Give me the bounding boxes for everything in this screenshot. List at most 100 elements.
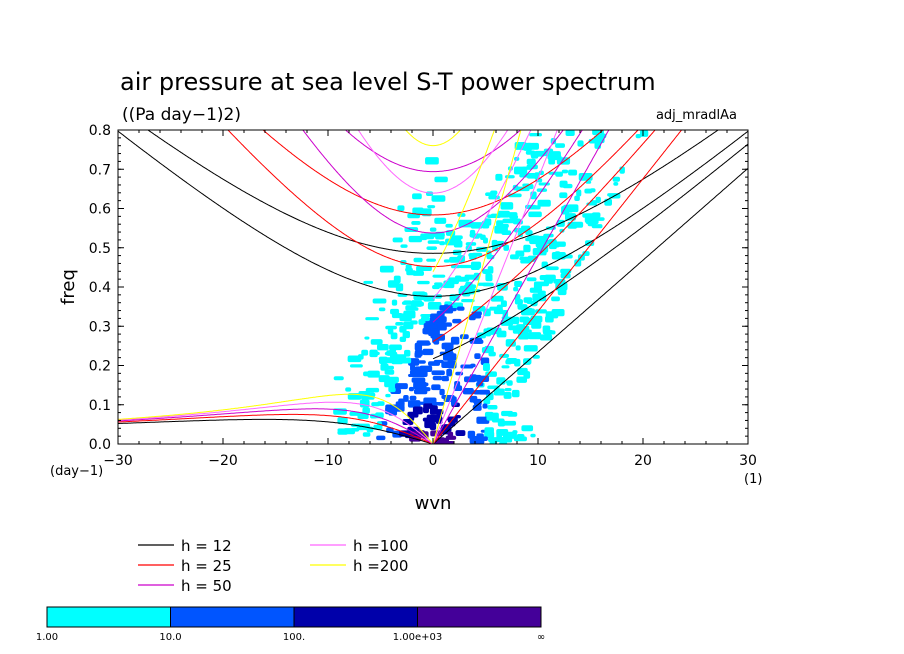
spectrum-cell xyxy=(504,175,515,179)
spectrum-cell xyxy=(512,430,518,434)
spectrum-cell xyxy=(399,326,407,333)
spectrum-cell xyxy=(419,365,433,372)
legend-label: h = 25 xyxy=(181,557,232,575)
spectrum-cell xyxy=(371,402,380,407)
spectrum-cell xyxy=(478,389,491,395)
spectrum-cell xyxy=(506,212,518,218)
spectrum-cell xyxy=(406,270,416,276)
spectrum-cell xyxy=(490,295,504,302)
spectrum-cell xyxy=(429,406,436,415)
spectrum-cell xyxy=(517,304,528,308)
spectrum-cell xyxy=(445,223,453,228)
spectrum-cell xyxy=(565,130,575,137)
spectrum-cell xyxy=(434,217,447,224)
spectrum-cell xyxy=(395,322,404,326)
spectrum-cell xyxy=(526,277,537,282)
spectrum-cell xyxy=(357,354,364,360)
spectrum-cell xyxy=(425,191,434,197)
spectrum-cell xyxy=(555,143,566,148)
dispersion-curve xyxy=(97,0,768,59)
spectrum-cell xyxy=(484,431,495,438)
spectrum-cell xyxy=(385,325,397,330)
spectrum-cell xyxy=(481,220,490,229)
spectrum-cell xyxy=(477,282,490,286)
legend-label: h = 50 xyxy=(181,577,232,595)
y-tick-label: 0.3 xyxy=(89,319,111,335)
spectrum-cell xyxy=(359,399,370,408)
spectrum-cell xyxy=(523,142,533,151)
x-tick-label: −30 xyxy=(103,453,133,469)
spectrum-cell xyxy=(391,299,398,306)
spectrum-cell xyxy=(496,377,506,385)
x-tick-label: −10 xyxy=(313,453,343,469)
spectrum-cell xyxy=(555,282,568,291)
dispersion-curve xyxy=(227,130,639,268)
spectrum-cell xyxy=(411,300,423,307)
spectrum-cell xyxy=(456,276,470,282)
spectrum-cell xyxy=(595,196,601,203)
spectrum-cell xyxy=(485,371,497,377)
spectrum-cell xyxy=(516,433,525,441)
spectrum-cell xyxy=(390,308,400,315)
spectrum-cell xyxy=(423,329,432,335)
spectrum-cell xyxy=(390,332,398,340)
spectrum-cell xyxy=(425,157,439,165)
spectrum-cell xyxy=(400,244,408,248)
spectrum-cell xyxy=(402,331,410,339)
spectrum-cell xyxy=(440,426,451,435)
spectrum-cell xyxy=(532,248,547,256)
spectrum-cell xyxy=(561,169,569,174)
spectrum-cell xyxy=(639,130,649,137)
spectrum-cell xyxy=(333,376,344,381)
spectrum-cell xyxy=(495,173,503,181)
spectrum-cell xyxy=(486,412,499,421)
dispersion-curve xyxy=(344,130,522,173)
spectrum-cell xyxy=(523,297,533,303)
spectrum-cell xyxy=(508,325,522,331)
spectrum-cell xyxy=(422,387,431,392)
spectrum-cell xyxy=(395,401,405,409)
spectrum-cell xyxy=(427,240,440,244)
dispersion-curve xyxy=(302,130,564,234)
spectrum-cell xyxy=(499,437,513,443)
colorbar-label: ∞ xyxy=(537,632,545,643)
spectrum-cell xyxy=(487,404,498,410)
spectrum-cell xyxy=(503,244,510,251)
spectrum-cell xyxy=(427,205,436,209)
spectrum-cell xyxy=(551,309,565,317)
spectrum-cell xyxy=(456,306,465,311)
spectrum-cell xyxy=(376,343,389,351)
spectrum-cell xyxy=(505,380,513,384)
spectrum-cell xyxy=(468,253,478,257)
spectrum-cell xyxy=(409,395,417,401)
spectrum-cell xyxy=(515,345,521,351)
spectrum-cell xyxy=(393,358,405,363)
spectrum-cell xyxy=(513,166,528,175)
dispersion-curve xyxy=(432,130,583,323)
spectrum-cell xyxy=(591,212,601,218)
spectrum-cell xyxy=(513,286,519,292)
spectrum-cell xyxy=(389,344,402,351)
spectrum-cell xyxy=(412,207,424,216)
spectrum-cell xyxy=(443,280,455,289)
spectrum-cell xyxy=(530,235,540,241)
spectrum-cell xyxy=(504,388,512,392)
spectrum-cell xyxy=(494,225,508,234)
y-tick-label: 0.8 xyxy=(89,123,111,139)
spectrum-cell xyxy=(538,182,550,186)
spectrum-cell xyxy=(574,259,582,267)
spectrum-cell xyxy=(576,189,582,197)
spectrum-cell xyxy=(378,307,386,312)
spectrum-cell xyxy=(337,430,348,435)
spectrum-cell xyxy=(387,328,394,335)
spectrum-cell xyxy=(403,395,409,402)
chart-subtitle: ((Pa day−1)2) xyxy=(122,105,241,125)
spectrum-cell xyxy=(461,299,475,303)
spectrum-cell xyxy=(429,227,437,232)
y-tick-label: 0.4 xyxy=(89,280,111,296)
y-axis-title: freq xyxy=(58,269,79,305)
spectrum-cell xyxy=(489,438,498,444)
spectrum-cell xyxy=(472,404,482,411)
spectrum-cell xyxy=(430,324,438,329)
spectrum-cell xyxy=(500,300,507,308)
